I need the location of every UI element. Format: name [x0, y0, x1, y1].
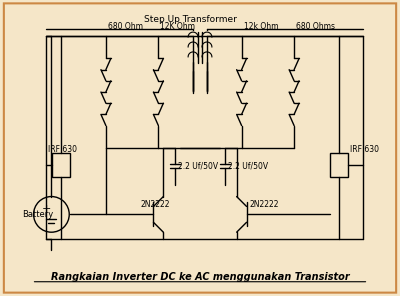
Text: 2.2 Uf/50V: 2.2 Uf/50V	[178, 162, 218, 171]
Text: 2N2222: 2N2222	[250, 200, 279, 209]
Text: 680 Ohms: 680 Ohms	[296, 22, 335, 31]
Text: IRF 630: IRF 630	[350, 145, 378, 155]
Bar	[330, 153, 348, 177]
Text: +: +	[42, 205, 51, 214]
Text: 2N2222: 2N2222	[140, 200, 170, 209]
Text: Step Up Transformer: Step Up Transformer	[144, 15, 236, 24]
Text: 12K Ohm: 12K Ohm	[160, 22, 195, 31]
Text: IRF 630: IRF 630	[48, 145, 78, 155]
Bar	[52, 153, 70, 177]
FancyBboxPatch shape	[4, 3, 396, 293]
Text: 680 Ohm: 680 Ohm	[108, 22, 143, 31]
Text: 2.2 Uf/50V: 2.2 Uf/50V	[228, 162, 268, 171]
Text: Rangkaian Inverter DC ke AC menggunakan Transistor: Rangkaian Inverter DC ke AC menggunakan …	[51, 272, 349, 282]
Text: 12k Ohm: 12k Ohm	[244, 22, 278, 31]
Text: Battery: Battery	[22, 210, 53, 219]
